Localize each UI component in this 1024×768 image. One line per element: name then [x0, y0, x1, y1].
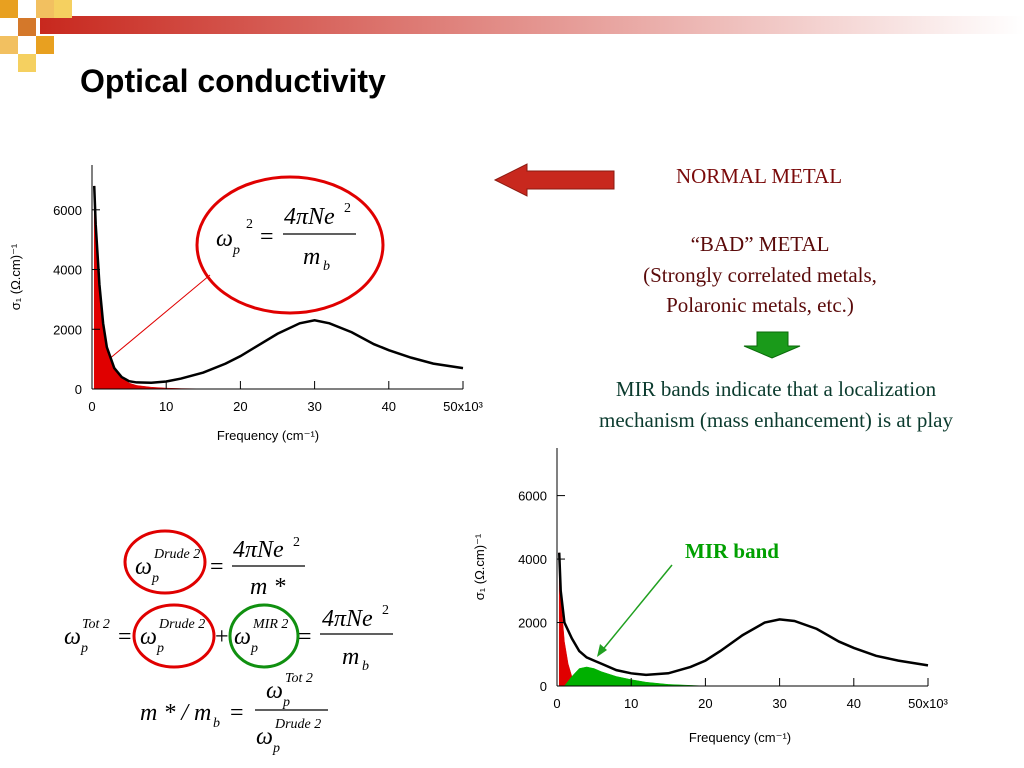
eq-op: =: [260, 224, 274, 250]
down-arrow: [743, 331, 801, 359]
eq-sub: b: [362, 659, 369, 674]
header-decoration: [0, 0, 1024, 72]
eq-denominator: m: [303, 244, 320, 270]
eq-sub: p: [80, 641, 88, 656]
eq-op: =: [298, 624, 312, 650]
eq-sup: Drude 2: [153, 547, 200, 562]
eq-sup: Drude 2: [158, 617, 205, 632]
eq-sup: 2: [382, 603, 389, 618]
y-tick-label: 2000: [53, 322, 82, 337]
eq-symbol: ω: [216, 226, 233, 252]
line: [557, 552, 929, 677]
x-tick-label: 10: [159, 399, 173, 414]
slide-title: Optical conductivity: [80, 63, 386, 99]
eq-numerator: 4πNe: [322, 606, 373, 632]
eq-op: =: [210, 554, 224, 580]
eq-numerator: 4πNe: [284, 204, 335, 230]
eq-sup: Tot 2: [82, 617, 110, 632]
eq-sub: p: [250, 641, 258, 656]
mir-band-label: MIR band: [685, 539, 779, 563]
y-tick-label: 0: [75, 382, 82, 397]
eq-numerator: 4πNe: [233, 537, 284, 563]
y-tick-label: 6000: [53, 203, 82, 218]
eq-symbol: ω: [256, 724, 273, 750]
x-tick-label: 20: [233, 399, 247, 414]
eq-sub: p: [151, 571, 159, 586]
y-tick-label: 0: [540, 679, 547, 694]
x-tick-label: 40: [847, 696, 861, 711]
y-tick-label: 4000: [518, 552, 547, 567]
drude-equation: ω p Drude 2 = 4πNe 2 m *: [135, 535, 305, 600]
y-tick-label: 2000: [518, 616, 547, 631]
area: [563, 666, 706, 687]
x-tick-label: 20: [698, 696, 712, 711]
x-axis-label: Frequency (cm⁻¹): [217, 428, 319, 443]
x-tick-label: 30: [772, 696, 786, 711]
eq-sub: p: [232, 243, 240, 258]
x-tick-label: 0: [553, 696, 560, 711]
eq-sup: Drude 2: [274, 717, 321, 732]
x-tick-label: 40: [382, 399, 396, 414]
mir-statement: mechanism (mass enhancement) is at play: [599, 408, 953, 432]
eq-symbol: ω: [135, 554, 152, 580]
eq-op: +: [215, 624, 229, 650]
eq-sup: 2: [344, 201, 351, 216]
highlight-circle: [132, 603, 216, 669]
y-tick-label: 6000: [518, 489, 547, 504]
mir-statement: MIR bands indicate that a localization: [616, 377, 937, 401]
normal-metal: NORMAL METAL: [676, 164, 842, 188]
eq-symbol: ω: [266, 678, 283, 704]
x-tick-label: 0: [88, 399, 95, 414]
pointer-line: [107, 274, 211, 361]
eq-op: =: [118, 624, 132, 650]
eq-symbol: ω: [234, 624, 251, 650]
x-axis-label: Frequency (cm⁻¹): [689, 730, 791, 745]
bad-metal-detail: Polaronic metals, etc.): [666, 293, 854, 317]
eq-symbol: ω: [64, 624, 81, 650]
y-axis-label: σ₁ (Ω.cm)⁻¹: [472, 533, 487, 600]
eq-denominator: m *: [250, 574, 285, 600]
eq-sup: 2: [246, 217, 253, 232]
eq-sup: MIR 2: [252, 617, 288, 632]
x-tick-label: 50x10³: [908, 696, 948, 711]
bad-metal: “BAD” METAL: [691, 232, 830, 256]
eq-sub: p: [156, 641, 164, 656]
highlight-circle: [228, 603, 300, 669]
highlight-circle: [195, 175, 385, 315]
eq-sub: p: [272, 741, 280, 756]
y-tick-label: 4000: [53, 263, 82, 278]
eq-symbol: ω: [140, 624, 157, 650]
plasma-equation: ω p 2 = 4πNe 2 m b: [216, 201, 356, 274]
eq-sup: 2: [293, 535, 300, 550]
x-tick-label: 30: [307, 399, 321, 414]
left-arrow: [493, 163, 615, 197]
x-tick-label: 10: [624, 696, 638, 711]
mir-pointer: [597, 564, 673, 657]
total-equation: ω p Tot 2 = ω p Drude 2 + ω p MIR 2 = 4π…: [64, 603, 393, 674]
mass-equation: m * / m b = ω p Tot 2 ω p Drude 2: [140, 671, 328, 756]
eq-sub: b: [213, 716, 220, 731]
bad-metal-detail: (Strongly correlated metals,: [643, 263, 877, 287]
x-tick-label: 50x10³: [443, 399, 483, 414]
eq-sub: b: [323, 259, 330, 274]
y-axis-label: σ₁ (Ω.cm)⁻¹: [8, 243, 23, 310]
line: [92, 185, 464, 384]
eq-op: =: [230, 700, 244, 726]
eq-denominator: m: [342, 644, 359, 670]
eq-sub: p: [282, 695, 290, 710]
highlight-circle: [123, 529, 207, 595]
eq-sup: Tot 2: [285, 671, 313, 686]
eq-lhs: m * / m: [140, 700, 211, 726]
